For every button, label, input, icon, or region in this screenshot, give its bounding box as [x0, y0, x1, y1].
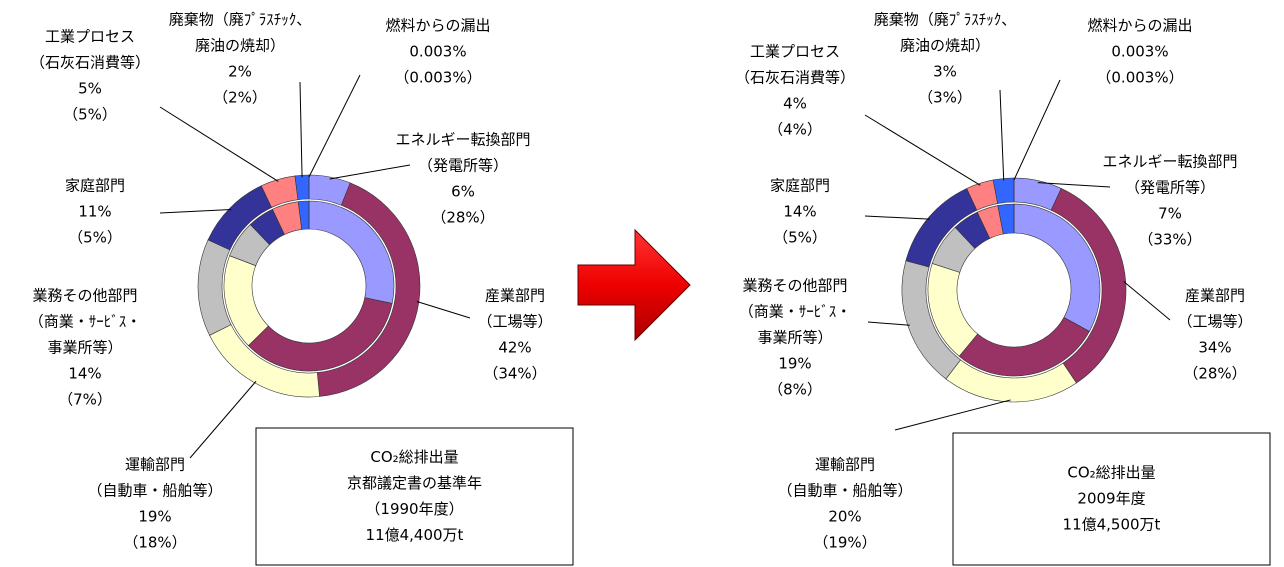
inner-segment: [1013, 203, 1101, 332]
category-label: （自動車・船舶等）: [87, 482, 222, 500]
note-text: 11億4,500万t: [1063, 516, 1161, 534]
inner-value-label: （28%）: [431, 209, 494, 227]
category-label: 産業部門: [485, 287, 545, 305]
note-text: CO₂総排出量: [1067, 464, 1155, 482]
leader-line: [1037, 182, 1111, 188]
outer-value-label: 5%: [78, 80, 102, 98]
leader-line: [299, 81, 303, 178]
category-label: 燃料からの漏出: [385, 17, 490, 35]
inner-value-label: （4%）: [768, 121, 822, 139]
category-label: エネルギー転換部門: [395, 131, 530, 149]
inner-value-label: （7%）: [58, 391, 112, 409]
outer-value-label: 0.003%: [1111, 43, 1168, 61]
outer-value-label: 14%: [68, 365, 101, 383]
outer-value-label: 42%: [498, 339, 531, 357]
category-label: 工業プロセス: [750, 43, 840, 61]
category-label: 運輸部門: [815, 456, 875, 474]
category-label: （発電所等）: [1125, 179, 1215, 197]
category-label: （石灰石消費等）: [735, 69, 855, 87]
inner-value-label: （0.003%）: [394, 69, 481, 87]
category-label: 家庭部門: [65, 177, 125, 195]
category-label: 業務その他部門: [742, 277, 847, 295]
inner-value-label: （28%）: [1183, 365, 1246, 383]
leader-line: [1013, 79, 1061, 181]
note-text: 11億4,400万t: [366, 526, 464, 544]
leader-line: [867, 321, 910, 326]
outer-value-label: 34%: [1198, 339, 1231, 357]
outer-value-label: 7%: [1158, 205, 1182, 223]
outer-value-label: 11%: [78, 203, 111, 221]
category-label: 産業部門: [1185, 287, 1245, 305]
leader-line: [308, 74, 361, 178]
outer-value-label: 20%: [828, 508, 861, 526]
outer-value-label: 6%: [451, 183, 475, 201]
outer-value-label: 14%: [783, 203, 816, 221]
inner-value-label: （5%）: [773, 229, 827, 247]
category-label: 燃料からの漏出: [1087, 17, 1192, 35]
note-text: 2009年度: [1077, 490, 1145, 508]
inner-value-label: （33%）: [1138, 231, 1201, 249]
category-label: 業務その他部門: [32, 287, 137, 305]
inner-value-label: （3%）: [918, 89, 972, 107]
category-label: 事業所等）: [757, 329, 832, 347]
inner-value-label: （19%）: [813, 534, 876, 552]
outer-value-label: 0.003%: [409, 43, 466, 61]
leader-line: [416, 301, 471, 319]
category-label: （石灰石消費等）: [30, 54, 150, 72]
category-label: 廃棄物（廃ﾌﾟﾗｽﾁｯｸ、: [874, 11, 1017, 29]
inner-value-label: （34%）: [483, 365, 546, 383]
category-label: 廃棄物（廃ﾌﾟﾗｽﾁｯｸ、: [169, 11, 312, 29]
inner-value-label: （5%）: [63, 106, 117, 124]
category-label: （発電所等）: [418, 157, 508, 175]
category-label: （商業・ｻｰﾋﾞｽ・: [739, 303, 852, 321]
outer-value-label: 4%: [783, 95, 807, 113]
category-label: （自動車・船舶等）: [777, 482, 912, 500]
outer-value-label: 19%: [778, 355, 811, 373]
inner-value-label: （2%）: [213, 89, 267, 107]
inner-value-label: （5%）: [68, 229, 122, 247]
leader-line: [329, 164, 411, 180]
note-text: CO₂総排出量: [370, 448, 458, 466]
category-label: 廃油の焼却）: [900, 37, 990, 55]
leader-line: [864, 114, 981, 186]
category-label: 工業プロセス: [45, 28, 135, 46]
outer-value-label: 2%: [228, 63, 252, 81]
note-box: [255, 427, 574, 566]
outer-value-label: 3%: [933, 63, 957, 81]
inner-value-label: （18%）: [123, 534, 186, 552]
note-box: [952, 432, 1271, 566]
leader-line: [159, 209, 232, 214]
category-label: 廃油の焼却）: [195, 37, 285, 55]
category-label: 事業所等）: [47, 339, 122, 357]
leader-line: [999, 89, 1005, 181]
outer-value-label: 19%: [138, 508, 171, 526]
leader-line: [894, 399, 1011, 431]
note-text: 京都議定書の基準年: [347, 474, 482, 492]
inner-value-label: （8%）: [768, 381, 822, 399]
leader-line: [159, 106, 279, 182]
category-label: （商業・ｻｰﾋﾞｽ・: [29, 313, 142, 331]
category-label: 家庭部門: [770, 177, 830, 195]
category-label: 運輸部門: [125, 456, 185, 474]
category-label: （工場等）: [477, 313, 552, 331]
category-label: エネルギー転換部門: [1102, 153, 1237, 171]
leader-line: [1123, 281, 1171, 321]
category-label: （工場等）: [1177, 313, 1252, 331]
note-text: （1990年度）: [365, 500, 463, 518]
leader-line: [189, 380, 257, 459]
arrow: [577, 228, 691, 342]
leader-line: [864, 215, 930, 220]
inner-value-label: （0.003%）: [1096, 69, 1183, 87]
